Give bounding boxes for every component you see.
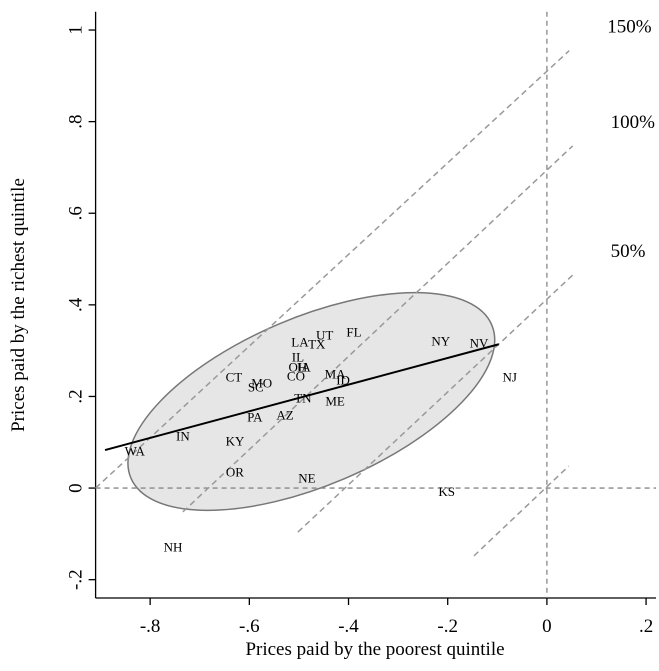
reference-line [297, 274, 574, 533]
point-label: OH [289, 360, 308, 375]
y-tick-label: .2 [66, 389, 87, 403]
reference-label: 100% [611, 112, 656, 133]
reference-line [95, 50, 570, 489]
point-label: NJ [502, 370, 516, 385]
point-label: FL [346, 324, 361, 339]
reference-line [182, 145, 574, 513]
point-label: NE [298, 470, 315, 485]
point-label: IN [176, 428, 190, 443]
point-label: KS [438, 484, 455, 499]
y-tick-label: .4 [66, 297, 87, 312]
reference-label: 150% [607, 17, 652, 38]
point-label: ME [325, 394, 345, 409]
y-tick-label: 1 [66, 25, 87, 34]
point-label: SC [248, 379, 264, 394]
x-tick-label: 0 [542, 616, 552, 637]
point-label: LA [291, 334, 309, 349]
point-label: CT [226, 370, 243, 385]
point-label: TN [294, 390, 312, 405]
x-axis-label: Prices paid by the poorest quintile [245, 639, 504, 660]
point-label: MA [325, 367, 347, 382]
point-label: OR [226, 465, 244, 480]
x-tick-label: -.4 [338, 616, 359, 637]
point-label: NH [164, 540, 183, 555]
y-axis-label: Prices paid by the richest quintile [8, 178, 29, 432]
point-label: NV [470, 335, 489, 350]
y-tick-label: -.2 [66, 569, 87, 590]
y-tick-label: 0 [66, 483, 87, 493]
confidence-ellipse [127, 291, 496, 512]
point-label: KY [226, 433, 245, 448]
point-label: MO [251, 376, 272, 391]
y-tick-label: .6 [66, 206, 87, 220]
point-label: PA [247, 410, 263, 425]
x-tick-label: -.2 [437, 616, 458, 637]
reference-line [473, 465, 570, 557]
x-tick-label: -.6 [239, 616, 260, 637]
x-tick-label: .2 [639, 616, 653, 637]
fit-line [104, 343, 500, 452]
x-tick-label: -.8 [140, 616, 161, 637]
point-label: IL [292, 350, 304, 365]
point-label: TX [308, 337, 326, 352]
point-label: CO [287, 368, 305, 383]
y-tick-label: .8 [66, 115, 87, 129]
point-label: IA [297, 360, 311, 375]
reference-label: 50% [611, 241, 646, 262]
point-label: NY [431, 334, 450, 349]
point-label: AZ [276, 408, 293, 423]
point-label: ID [336, 372, 350, 387]
point-label: WA [125, 443, 146, 458]
point-label: UT [316, 328, 333, 343]
